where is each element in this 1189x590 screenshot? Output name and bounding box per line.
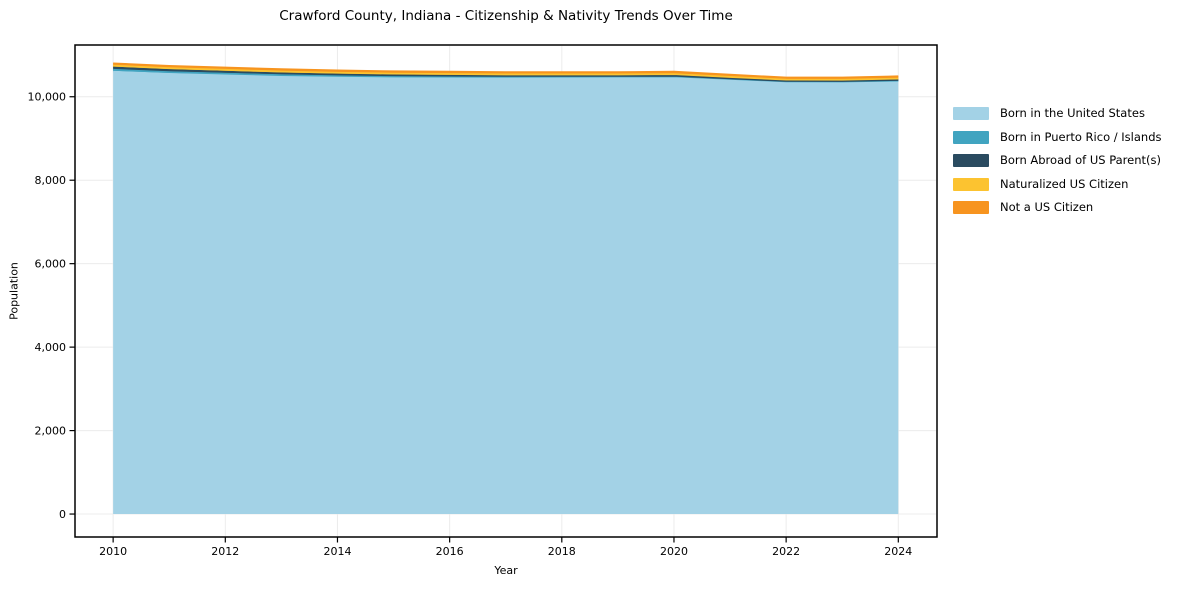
legend-label: Born Abroad of US Parent(s) bbox=[1000, 153, 1161, 167]
y-tick-label: 4,000 bbox=[35, 341, 67, 354]
legend-swatch-icon bbox=[953, 201, 989, 214]
legend: Born in the United States Born in Puerto … bbox=[953, 107, 1162, 225]
edge-line-naturalized-us-citizen bbox=[113, 64, 899, 81]
legend-label: Naturalized US Citizen bbox=[1000, 176, 1129, 191]
x-axis-label: Year bbox=[494, 564, 518, 577]
legend-item-naturalized-us-citizen: Naturalized US Citizen bbox=[953, 176, 1162, 191]
x-tick-label: 2022 bbox=[772, 545, 800, 558]
legend-swatch-icon bbox=[953, 154, 989, 167]
legend-item-born-in-puerto-rico-islands: Born in Puerto Rico / Islands bbox=[953, 129, 1162, 144]
x-tick-label: 2010 bbox=[99, 545, 127, 558]
x-tick-label: 2020 bbox=[660, 545, 688, 558]
y-axis-label: Population bbox=[7, 262, 21, 320]
legend-label: Born in Puerto Rico / Islands bbox=[1000, 129, 1162, 144]
legend-swatch-icon bbox=[953, 107, 989, 120]
x-tick-label: 2016 bbox=[436, 545, 464, 558]
area-born-in-the-united-states bbox=[113, 71, 899, 515]
legend-item-born-abroad-of-us-parent-s: Born Abroad of US Parent(s) bbox=[953, 154, 1162, 167]
edge-line-born-abroad-of-us-parent-s bbox=[113, 66, 899, 82]
x-tick-label: 2014 bbox=[323, 545, 351, 558]
legend-label: Born in the United States bbox=[1000, 106, 1145, 120]
axes-box bbox=[74, 44, 938, 538]
y-tick-label: 10,000 bbox=[28, 91, 67, 104]
legend-label: Not a US Citizen bbox=[1000, 200, 1094, 214]
y-tick-label: 2,000 bbox=[35, 424, 67, 437]
legend-item-born-in-the-united-states: Born in the United States bbox=[953, 107, 1162, 120]
x-tick-label: 2024 bbox=[884, 545, 912, 558]
chart-title: Crawford County, Indiana - Citizenship &… bbox=[279, 8, 733, 24]
edge-line-not-a-us-citizen bbox=[113, 62, 899, 79]
x-tick-label: 2012 bbox=[211, 545, 239, 558]
y-tick-label: 8,000 bbox=[35, 174, 67, 187]
x-tick-label: 2018 bbox=[548, 545, 576, 558]
y-tick-label: 6,000 bbox=[35, 257, 67, 270]
y-tick-label: 0 bbox=[59, 508, 66, 521]
legend-swatch-icon bbox=[953, 130, 989, 144]
legend-swatch-icon bbox=[953, 177, 989, 191]
legend-item-not-a-us-citizen: Not a US Citizen bbox=[953, 201, 1162, 214]
